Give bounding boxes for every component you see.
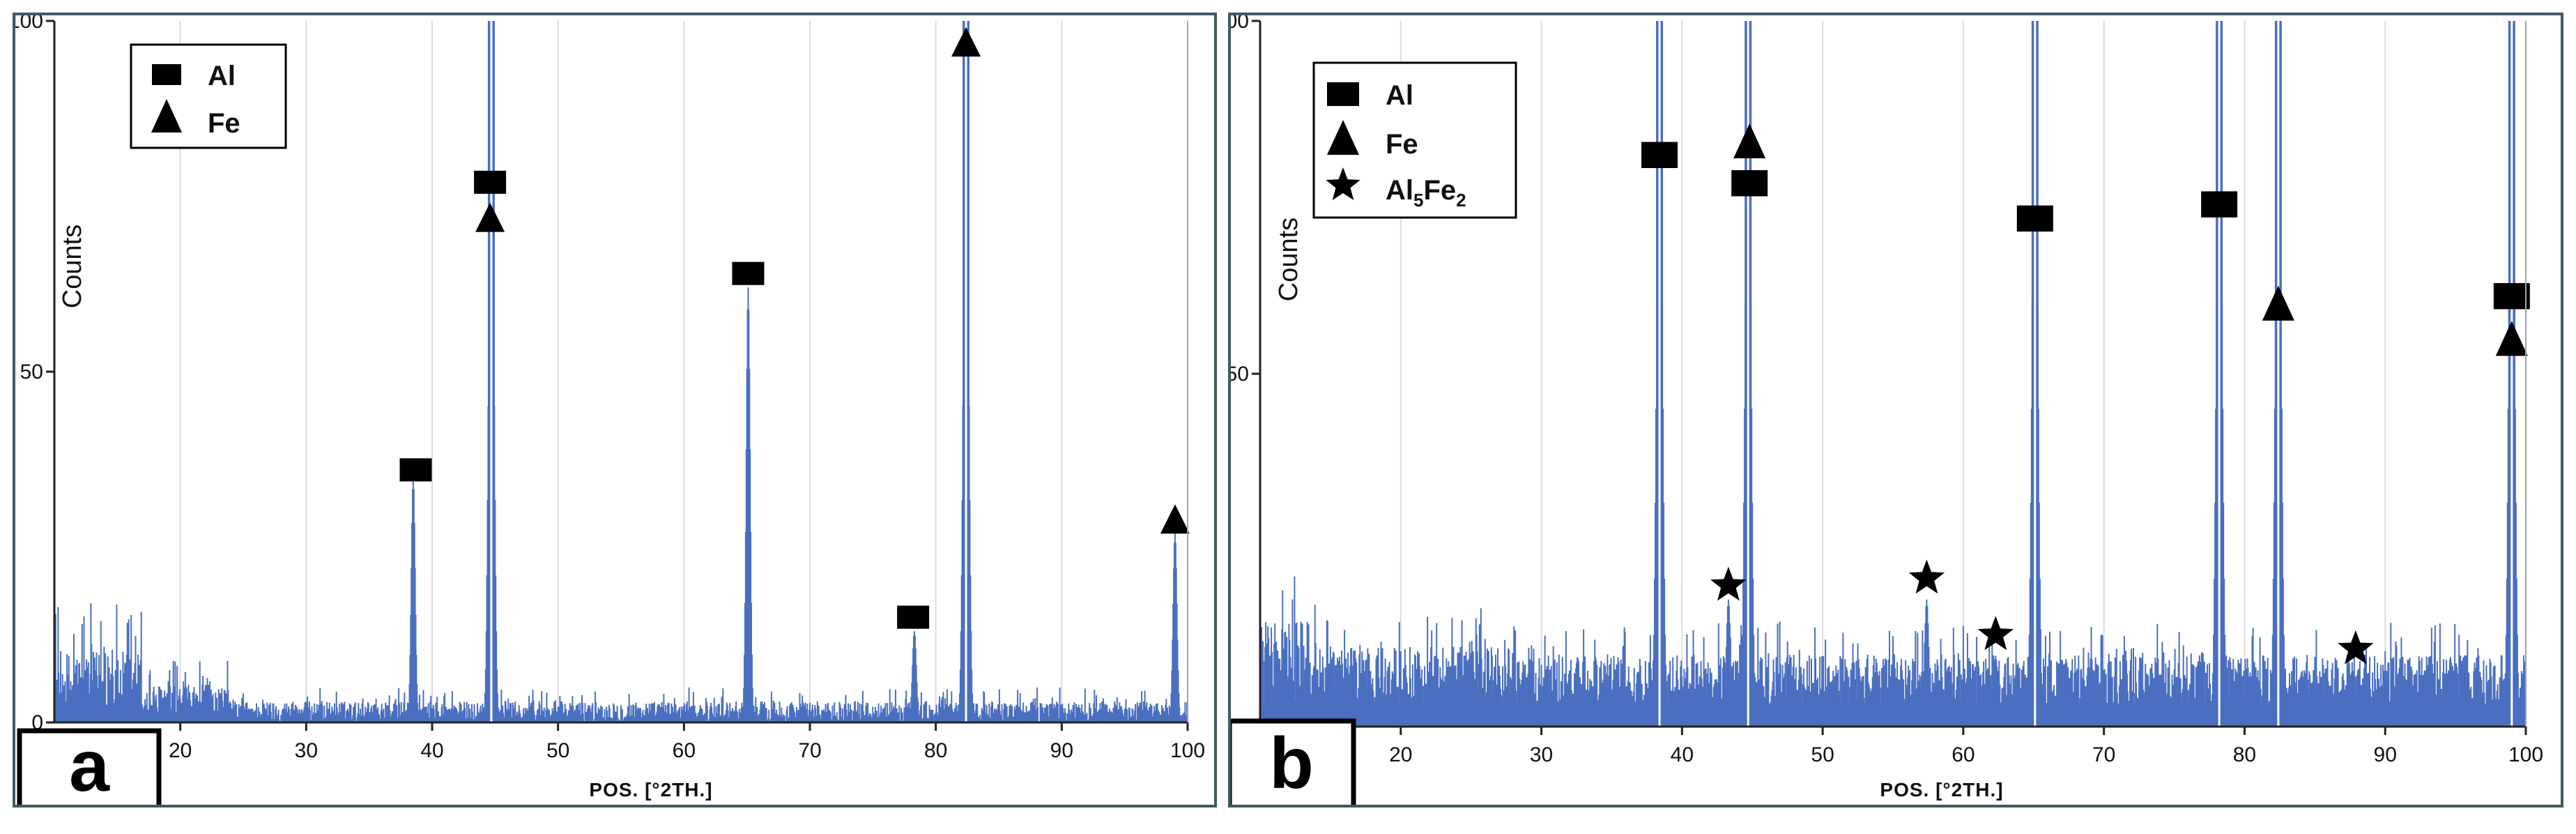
marker-al-a-3: [732, 261, 765, 285]
marker-fe-a-6: [1160, 504, 1190, 534]
panel-label-text-a: a: [69, 726, 110, 805]
marker-al-a-4: [897, 605, 930, 629]
chart-a-axes: 0501002030405060708090100: [15, 15, 1205, 762]
legend-a-square-icon: [152, 64, 181, 85]
chart-a-grid: [179, 21, 1063, 722]
x-tick-label-a-80: 80: [924, 739, 947, 762]
x-axis-label-b: POS. [°2TH.]: [1880, 779, 2003, 801]
y-tick-label-b-50: 50: [1231, 363, 1249, 386]
panel-b: 0501002030405060708090100 Counts POS. [°…: [1228, 13, 2563, 808]
x-tick-label-a-70: 70: [798, 739, 821, 762]
x-tick-label-a-90: 90: [1050, 739, 1073, 762]
x-tick-label-a-60: 60: [673, 739, 696, 762]
marker-fe-b-5: [2262, 285, 2294, 321]
x-tick-label-b-100: 100: [2508, 743, 2543, 766]
x-tick-label-a-30: 30: [295, 739, 318, 762]
panel-label-text-b: b: [1269, 723, 1314, 804]
x-tick-label-b-80: 80: [2233, 743, 2256, 766]
marker-al-b-4: [2201, 191, 2238, 218]
legend-b-label-al5fe2: Al5Fe2: [1386, 175, 1466, 211]
marker-fe-b-1: [1733, 123, 1766, 159]
y-tick-label-a-100: 100: [15, 15, 43, 33]
legend-b-star-icon: [1326, 167, 1360, 200]
chart-b-markers: [1641, 123, 2530, 665]
xrd-chart-a: 0501002030405060708090100 Counts POS. [°…: [15, 15, 1205, 805]
panel-label-b: b: [1231, 718, 1356, 805]
x-axis-label-a: POS. [°2TH.]: [589, 779, 712, 801]
x-tick-label-a-100: 100: [1170, 739, 1205, 762]
marker-fe-b-7: [2495, 321, 2528, 356]
x-tick-label-b-70: 70: [2092, 743, 2115, 766]
panel-a: 0501002030405060708090100 Counts POS. [°…: [13, 13, 1217, 808]
panel-label-a: a: [17, 726, 162, 805]
panel-label-box-b: [1231, 718, 1356, 805]
marker-al5fe2-b-8: [1710, 566, 1747, 601]
x-tick-label-b-90: 90: [2374, 743, 2397, 766]
x-tick-label-b-60: 60: [1952, 743, 1975, 766]
legend-b: Al Fe Al5Fe2: [1312, 61, 1517, 219]
chart-b-axes: 0501002030405060708090100: [1231, 15, 2543, 766]
marker-al-a-0: [399, 458, 432, 482]
chart-b-series: [1259, 21, 2527, 727]
marker-fe-a-5: [951, 27, 981, 57]
marker-al-b-3: [2016, 205, 2053, 232]
legend-a-label-fe: Fe: [208, 108, 240, 139]
x-tick-label-a-50: 50: [546, 739, 569, 762]
marker-al5fe2-b-9: [1908, 559, 1945, 594]
marker-fe-a-2: [475, 202, 505, 232]
legend-b-label-al: Al: [1386, 80, 1413, 111]
marker-al-b-2: [1731, 170, 1768, 197]
chart-a-series: [54, 21, 1188, 722]
x-tick-label-b-40: 40: [1671, 743, 1694, 766]
marker-al5fe2-b-10: [1977, 616, 2014, 651]
marker-al5fe2-b-11: [2338, 630, 2374, 665]
chart-b-grid: [1400, 21, 2386, 727]
legend-a-label-al: Al: [208, 61, 236, 91]
y-axis-label-a: Counts: [58, 225, 87, 308]
x-tick-label-b-50: 50: [1811, 743, 1834, 766]
legend-b-square-icon: [1327, 82, 1359, 106]
x-tick-label-b-20: 20: [1389, 743, 1412, 766]
legend-b-label-fe: Fe: [1386, 129, 1418, 160]
x-tick-label-a-40: 40: [420, 739, 443, 762]
y-tick-label-a-50: 50: [20, 361, 43, 384]
x-tick-label-b-30: 30: [1530, 743, 1553, 766]
y-tick-label-b-100: 100: [1231, 15, 1249, 33]
x-tick-label-a-20: 20: [169, 739, 192, 762]
xrd-chart-b: 0501002030405060708090100 Counts POS. [°…: [1231, 15, 2543, 805]
legend-a: Al Fe: [130, 43, 287, 149]
legend-b-triangle-icon: [1327, 120, 1359, 155]
y-axis-label-b: Counts: [1274, 218, 1303, 301]
panel-label-box-a: [17, 728, 162, 805]
marker-al-b-6: [2493, 282, 2530, 310]
marker-al-a-1: [474, 170, 507, 194]
marker-al-b-0: [1641, 142, 1678, 168]
chart-a-markers: [399, 27, 1190, 629]
legend-a-triangle-icon: [151, 99, 182, 132]
